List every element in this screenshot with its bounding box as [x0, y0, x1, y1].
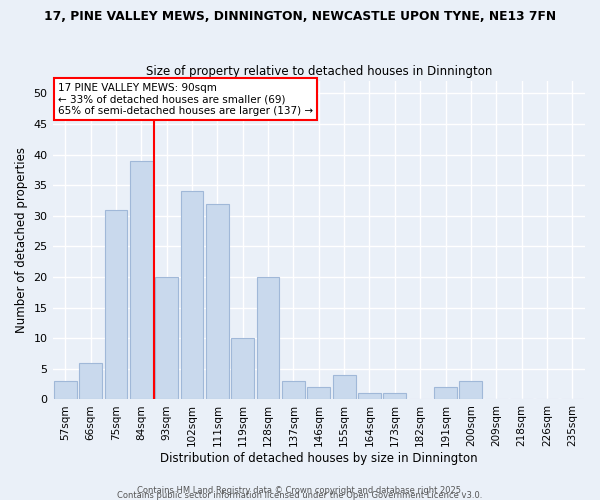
Text: 17 PINE VALLEY MEWS: 90sqm
← 33% of detached houses are smaller (69)
65% of semi: 17 PINE VALLEY MEWS: 90sqm ← 33% of deta… [58, 82, 313, 116]
Bar [130, 160, 152, 400]
Text: Contains public sector information licensed under the Open Government Licence v3: Contains public sector information licen… [118, 490, 482, 500]
Bar [282, 381, 305, 400]
Bar [54, 381, 77, 400]
Bar [307, 387, 330, 400]
Bar [181, 192, 203, 400]
Bar [206, 204, 229, 400]
Bar [257, 277, 280, 400]
Text: Contains HM Land Registry data © Crown copyright and database right 2025.: Contains HM Land Registry data © Crown c… [137, 486, 463, 495]
Bar [358, 394, 381, 400]
Bar [333, 375, 356, 400]
Bar [434, 387, 457, 400]
Bar [231, 338, 254, 400]
Title: Size of property relative to detached houses in Dinnington: Size of property relative to detached ho… [146, 66, 492, 78]
Bar [104, 210, 127, 400]
Bar [460, 381, 482, 400]
X-axis label: Distribution of detached houses by size in Dinnington: Distribution of detached houses by size … [160, 452, 478, 465]
Bar [155, 277, 178, 400]
Y-axis label: Number of detached properties: Number of detached properties [15, 148, 28, 334]
Bar [79, 362, 102, 400]
Text: 17, PINE VALLEY MEWS, DINNINGTON, NEWCASTLE UPON TYNE, NE13 7FN: 17, PINE VALLEY MEWS, DINNINGTON, NEWCAS… [44, 10, 556, 23]
Bar [383, 394, 406, 400]
